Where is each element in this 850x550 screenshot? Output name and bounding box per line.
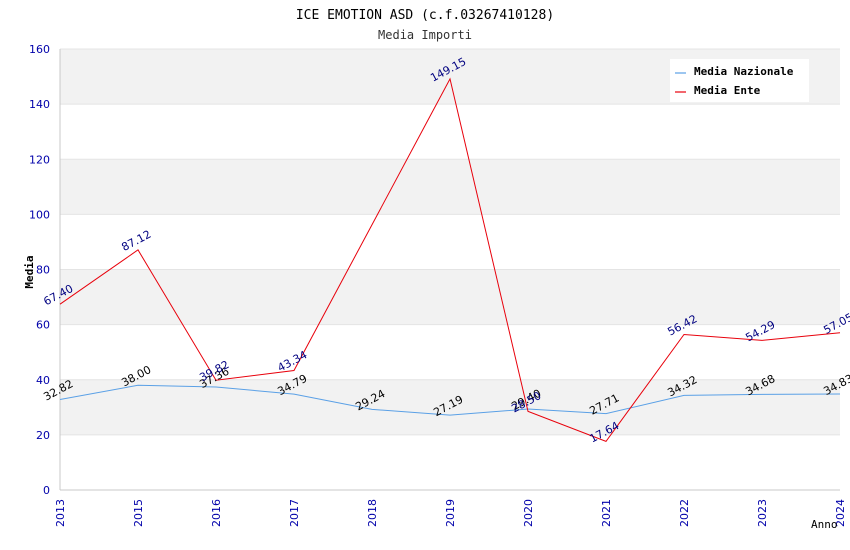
x-tick-label: 2022 — [678, 499, 691, 527]
x-tick-label: 2013 — [54, 499, 67, 527]
y-tick-label: 20 — [36, 429, 50, 442]
x-tick-label: 2017 — [288, 499, 301, 527]
background-band — [60, 269, 840, 325]
y-tick-label: 40 — [36, 374, 50, 387]
x-tick-labels: 2013 2015 2016 2017 2018 2019 2020 2021 2022 2023… — [54, 499, 847, 527]
y-tick-label: 120 — [29, 153, 50, 166]
y-tick-labels: 0 20 40 60 80 100 120 140 160 — [29, 43, 50, 497]
y-tick-label: 80 — [36, 264, 50, 277]
x-tick-label: 2019 — [444, 499, 457, 527]
series-lines — [59, 77, 841, 443]
legend-box — [670, 59, 809, 102]
x-axis-label: Anno — [811, 518, 838, 531]
x-tick-label: 2024 — [834, 499, 847, 527]
y-tick-label: 160 — [29, 43, 50, 56]
y-tick-label: 0 — [43, 484, 50, 497]
background-band — [60, 379, 840, 435]
background-band — [60, 159, 840, 215]
x-tick-label: 2021 — [600, 499, 613, 527]
gridlines — [60, 48, 840, 491]
x-tick-label: 2016 — [210, 499, 223, 527]
y-tick-label: 100 — [29, 208, 50, 221]
x-tick-label: 2023 — [756, 499, 769, 527]
legend: Media Nazionale Media Ente — [670, 59, 809, 102]
series-line-media-nazionale — [59, 384, 841, 416]
data-label-media-ente: 87.12 — [119, 228, 153, 254]
x-tick-label: 2015 — [132, 499, 145, 527]
x-tick-label: 2020 — [522, 499, 535, 527]
y-axis-label: Media — [23, 255, 36, 288]
chart-title: ICE EMOTION ASD (c.f.03267410128) — [296, 8, 554, 23]
background-bands — [60, 49, 840, 435]
y-tick-label: 60 — [36, 319, 50, 332]
legend-label-media-ente: Media Ente — [694, 84, 761, 97]
chart-subtitle: Media Importi — [378, 28, 472, 42]
x-tick-label: 2018 — [366, 499, 379, 527]
legend-label-media-nazionale: Media Nazionale — [694, 65, 794, 78]
series-line-media-ente — [59, 77, 841, 443]
y-tick-label: 140 — [29, 98, 50, 111]
